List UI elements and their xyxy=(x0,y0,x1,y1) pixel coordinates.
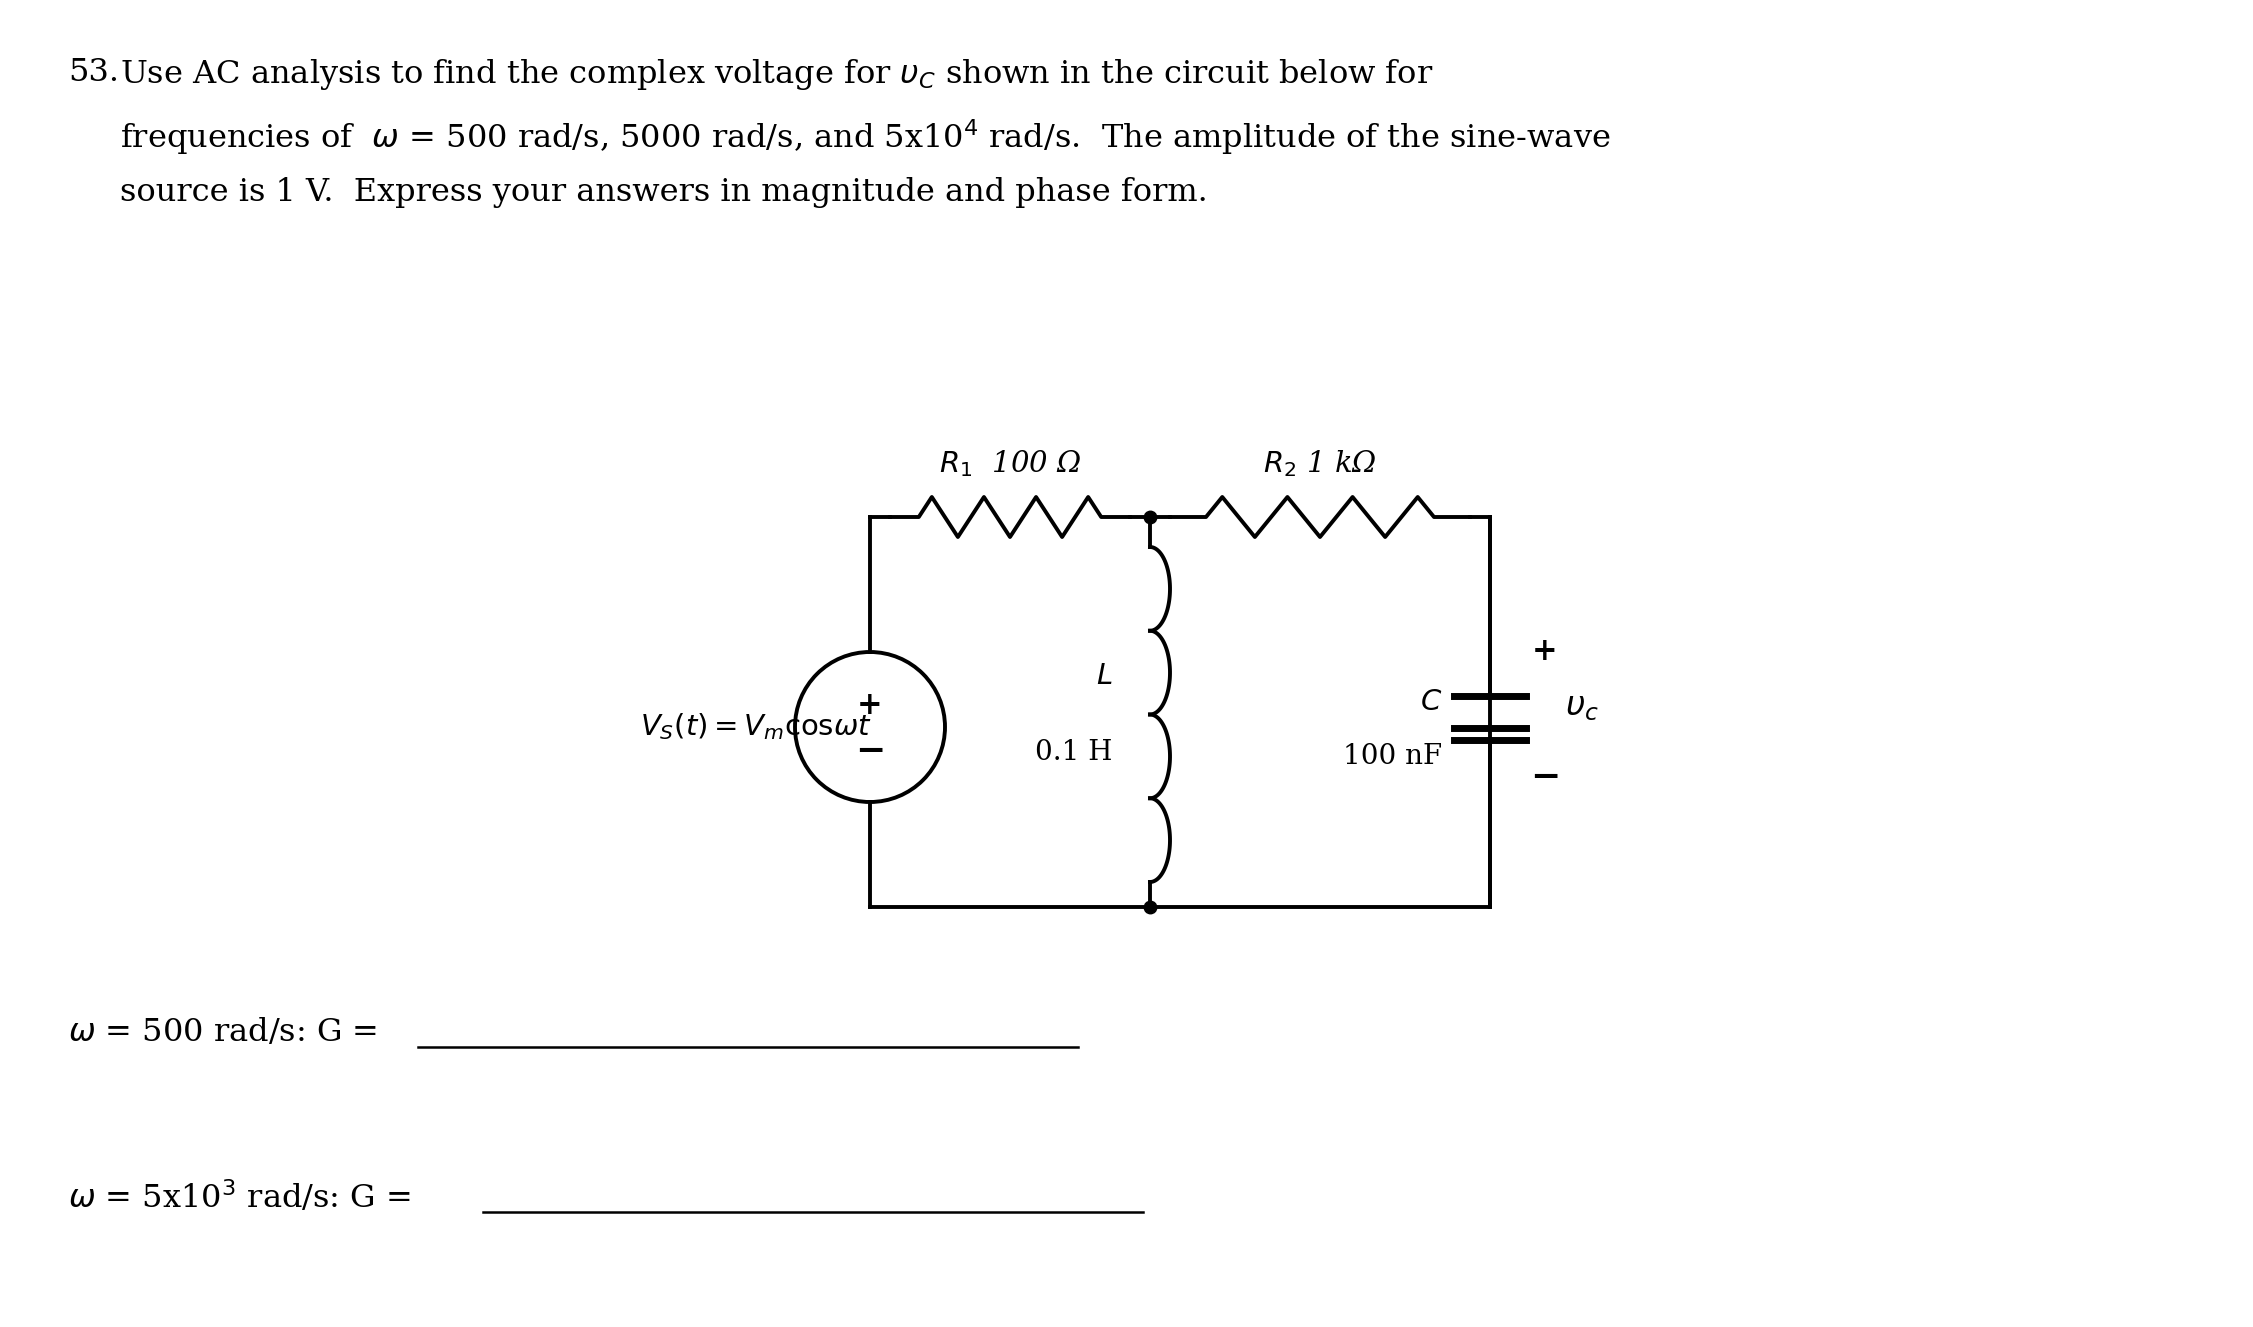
Text: +: + xyxy=(1532,637,1557,667)
Text: source is 1 V.  Express your answers in magnitude and phase form.: source is 1 V. Express your answers in m… xyxy=(119,176,1208,208)
Text: 100 nF: 100 nF xyxy=(1343,743,1442,771)
Text: $R_1$  100 Ω: $R_1$ 100 Ω xyxy=(940,449,1081,479)
Text: $\omega$ = 5x10$^3$ rad/s: G =: $\omega$ = 5x10$^3$ rad/s: G = xyxy=(68,1180,415,1214)
Text: $V_S(t) = V_m\mathrm{cos}\omega t$: $V_S(t) = V_m\mathrm{cos}\omega t$ xyxy=(640,711,872,742)
Text: 53.: 53. xyxy=(68,57,119,88)
Text: +: + xyxy=(856,690,883,721)
Text: $R_2$ 1 kΩ: $R_2$ 1 kΩ xyxy=(1264,449,1377,479)
Text: $\omega$ = 500 rad/s: G =: $\omega$ = 500 rad/s: G = xyxy=(68,1016,381,1047)
Text: −: − xyxy=(854,734,885,768)
Text: frequencies of  $\omega$ = 500 rad/s, 5000 rad/s, and 5x10$^4$ rad/s.  The ampli: frequencies of $\omega$ = 500 rad/s, 500… xyxy=(119,117,1611,157)
Text: $\upsilon_c$: $\upsilon_c$ xyxy=(1566,691,1600,723)
Text: $L$: $L$ xyxy=(1095,662,1113,690)
Text: Use AC analysis to find the complex voltage for $\upsilon_C$ shown in the circui: Use AC analysis to find the complex volt… xyxy=(119,57,1433,92)
Text: $C$: $C$ xyxy=(1419,687,1442,717)
Text: −: − xyxy=(1530,760,1559,794)
Text: 0.1 H: 0.1 H xyxy=(1034,739,1113,766)
